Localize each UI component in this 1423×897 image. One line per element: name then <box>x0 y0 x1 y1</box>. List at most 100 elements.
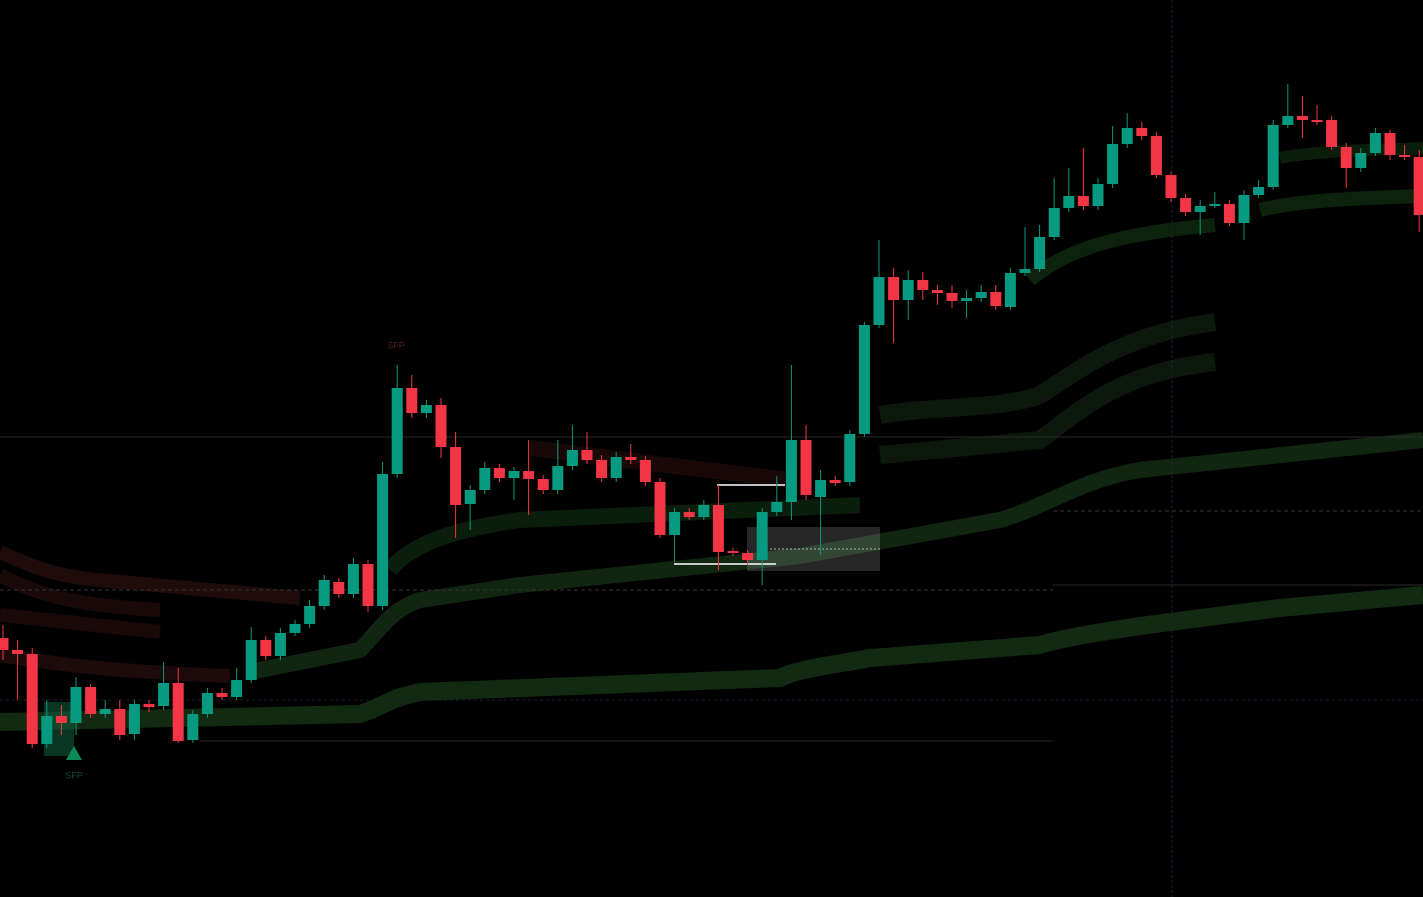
candle-body <box>1253 187 1265 195</box>
candle-body <box>1121 128 1133 144</box>
ribbon-green <box>879 353 1216 464</box>
candle-body <box>771 502 783 512</box>
candle-body <box>625 457 637 460</box>
ribbon-red <box>0 608 161 639</box>
candle-body <box>727 551 739 553</box>
candle-body <box>1077 196 1089 206</box>
candle-body <box>479 468 491 490</box>
candle-body <box>581 450 593 460</box>
candle-body <box>1413 157 1423 215</box>
candle-body <box>669 512 681 535</box>
ribbon-green <box>878 313 1217 424</box>
candle-body <box>785 440 797 502</box>
candle-body <box>829 480 841 483</box>
candle-body <box>1282 116 1294 125</box>
candle-body <box>231 680 243 697</box>
candle-body <box>70 687 82 723</box>
candle-body <box>523 471 535 479</box>
candle-body <box>26 654 38 744</box>
candle-body <box>566 450 578 466</box>
candle-body <box>158 683 170 706</box>
ribbon-red <box>0 545 301 605</box>
candle-body <box>333 582 345 594</box>
candle-body <box>756 512 768 560</box>
candle-body <box>187 714 199 740</box>
candle-body <box>1326 120 1338 147</box>
candle-body <box>1107 144 1119 184</box>
candle-body <box>435 405 447 447</box>
candle-body <box>508 471 520 478</box>
candle-body <box>1019 269 1031 273</box>
ribbon-red <box>0 568 161 617</box>
candle-body <box>1092 184 1104 206</box>
candle-body <box>1150 136 1162 175</box>
candle-body <box>1355 153 1367 168</box>
ribbon-green <box>1258 189 1423 217</box>
candle-body <box>1296 116 1308 120</box>
candle-body <box>1311 120 1323 122</box>
candle-body <box>1004 273 1016 307</box>
ribbon-green <box>383 497 861 576</box>
candle-body <box>304 606 316 624</box>
candle-body <box>1136 128 1148 136</box>
candle-body <box>289 624 301 633</box>
candle-body <box>245 640 257 680</box>
candle-body <box>260 640 272 656</box>
candle-body <box>815 480 827 497</box>
candle-body <box>406 388 418 413</box>
candles <box>0 84 1423 748</box>
candle-body <box>800 440 812 495</box>
candle-body <box>99 709 111 714</box>
candle-body <box>1223 204 1235 223</box>
candle-body <box>391 388 403 474</box>
candle-body <box>917 280 929 290</box>
candle-body <box>450 447 462 505</box>
candle-body <box>931 290 943 293</box>
candle-body <box>362 564 374 606</box>
candle-body <box>347 564 359 594</box>
candle-body <box>610 457 622 478</box>
candle-body <box>420 405 432 413</box>
candle-body <box>975 292 987 298</box>
candle-body <box>1034 237 1046 269</box>
candle-body <box>318 580 330 606</box>
candle-body <box>698 505 710 517</box>
sfp-marker <box>66 746 82 760</box>
ribbon-green <box>248 432 1423 680</box>
candle-body <box>1165 175 1177 198</box>
candle-body <box>493 468 505 478</box>
candle-body <box>1209 204 1221 206</box>
candle-body <box>873 277 885 325</box>
candle-body <box>0 638 9 650</box>
candle-body <box>1063 196 1075 208</box>
candle-body <box>844 434 856 482</box>
candle-body <box>990 292 1002 306</box>
candle-body <box>128 704 140 734</box>
candle-body <box>12 650 24 654</box>
candle-body <box>961 298 973 301</box>
candle-body <box>85 687 97 714</box>
candle-body <box>464 490 476 504</box>
candle-body <box>712 505 724 552</box>
candle-body <box>1194 206 1206 212</box>
candle-body <box>274 633 286 656</box>
candle-body <box>1369 133 1381 153</box>
candle-body <box>858 325 870 434</box>
candle-body <box>55 716 67 723</box>
candle-body <box>1048 208 1060 237</box>
candle-body <box>172 683 184 741</box>
candle-body <box>1180 198 1192 212</box>
candle-body <box>552 466 564 490</box>
candle-body <box>683 512 695 517</box>
candle-body <box>377 474 389 606</box>
candle-body <box>742 553 754 560</box>
candle-body <box>143 704 155 707</box>
candle-body <box>1399 155 1411 157</box>
candle-body <box>216 693 228 697</box>
candle-body <box>1340 147 1352 168</box>
sfp-label: SFP <box>387 340 405 350</box>
